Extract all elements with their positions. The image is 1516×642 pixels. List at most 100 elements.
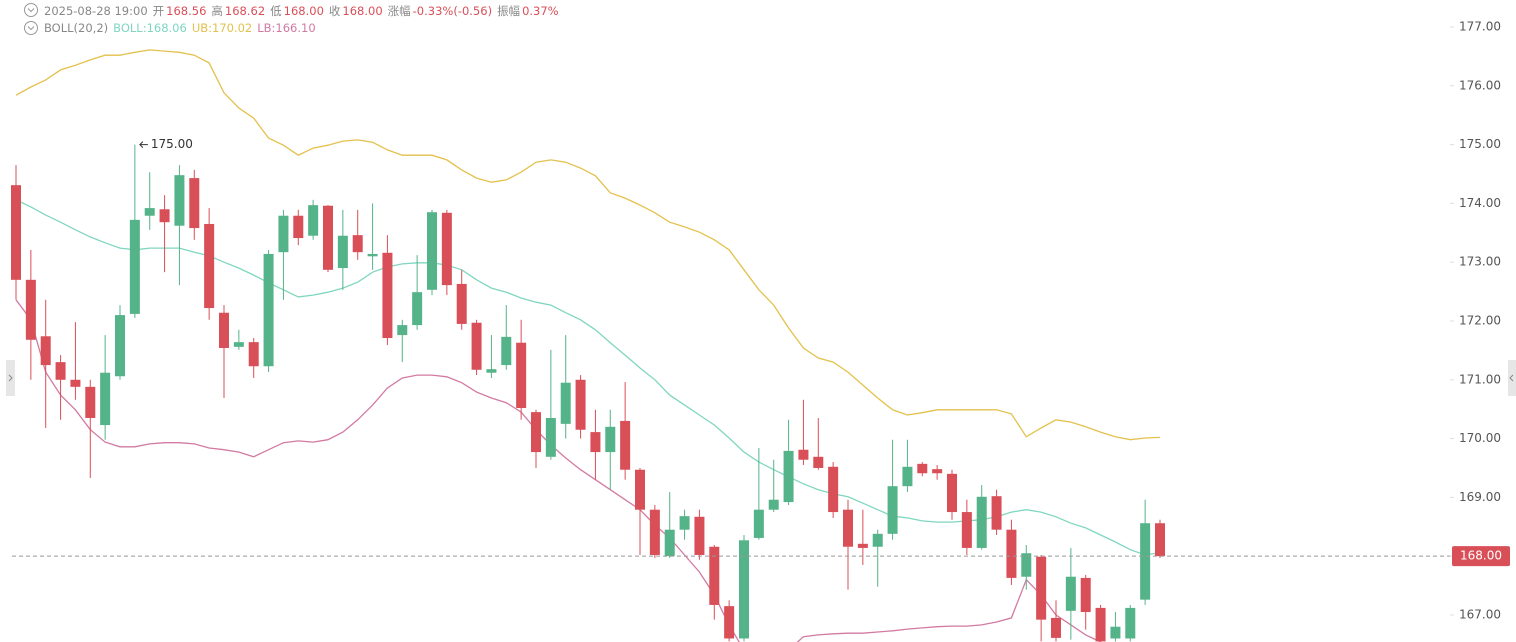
field-value: 168.00 bbox=[342, 4, 383, 18]
candle-body bbox=[783, 450, 794, 503]
candle-body bbox=[233, 342, 244, 347]
candle-body bbox=[1065, 576, 1076, 611]
field-label: 收 bbox=[328, 4, 341, 18]
band-legend: LB:166.10 bbox=[257, 21, 316, 35]
candle-body bbox=[1021, 553, 1032, 577]
candle-body bbox=[947, 473, 957, 513]
field-value: 0.37% bbox=[522, 4, 559, 18]
y-tick-label: 176.00 bbox=[1459, 78, 1501, 92]
bollinger-line bbox=[15, 49, 1161, 441]
annotation-arrow bbox=[139, 141, 148, 148]
candle-body bbox=[1036, 556, 1047, 620]
candle-body bbox=[427, 212, 437, 290]
candle-body bbox=[159, 209, 170, 223]
ohlc-header: 2025-08-28 19:00 开 168.56 高 168.62 低 168.00 收 16… bbox=[44, 3, 564, 19]
candle-body bbox=[768, 499, 779, 510]
candle-body bbox=[694, 516, 705, 555]
candle-body bbox=[635, 469, 645, 510]
candle-body bbox=[337, 235, 348, 269]
field-label: 开 bbox=[152, 4, 165, 18]
candle-body bbox=[248, 342, 259, 367]
candle-body bbox=[828, 466, 839, 513]
candle-body bbox=[70, 379, 81, 387]
candle-body bbox=[590, 432, 601, 453]
candle-body bbox=[605, 426, 616, 453]
field-value: 168.56 bbox=[166, 4, 207, 18]
bollinger-line bbox=[15, 199, 1161, 556]
right-scroll-tab[interactable] bbox=[1508, 360, 1516, 396]
candle-body bbox=[739, 540, 749, 639]
y-tick-label: 173.00 bbox=[1459, 255, 1501, 269]
collapse-icon[interactable] bbox=[24, 3, 38, 17]
y-tick-label: 177.00 bbox=[1459, 19, 1501, 33]
y-tick-label: 169.00 bbox=[1459, 490, 1501, 504]
candle-body bbox=[932, 469, 943, 474]
y-tick-label: 171.00 bbox=[1459, 372, 1501, 386]
candle-body bbox=[100, 372, 111, 426]
candle-body bbox=[278, 215, 289, 253]
candle-body bbox=[724, 606, 735, 639]
collapse-icon[interactable] bbox=[24, 21, 38, 35]
y-tick-label: 167.00 bbox=[1459, 607, 1501, 621]
indicator-name: BOLL(20,2) bbox=[44, 21, 109, 35]
candle-body bbox=[560, 382, 571, 424]
candle-body bbox=[367, 253, 378, 257]
candle-body bbox=[441, 212, 452, 286]
tab-arrow bbox=[1509, 374, 1514, 382]
candle-body bbox=[872, 533, 883, 547]
last-price-box bbox=[1452, 546, 1510, 567]
candle-body bbox=[620, 420, 631, 470]
candle-body bbox=[352, 235, 363, 253]
candle-body bbox=[679, 516, 690, 530]
y-tick-label: 174.00 bbox=[1459, 196, 1501, 210]
candle-body bbox=[174, 175, 185, 226]
candle-body bbox=[709, 546, 720, 605]
bollinger-line bbox=[15, 299, 1102, 642]
y-tick-label: 170.00 bbox=[1459, 431, 1501, 445]
collapse-chevron bbox=[27, 8, 35, 13]
candle-body bbox=[189, 178, 200, 229]
candle-body bbox=[382, 252, 393, 339]
candle-body bbox=[11, 185, 21, 280]
left-scroll-tab[interactable] bbox=[6, 360, 15, 396]
candle-body bbox=[323, 205, 333, 270]
field-value: -0.33%(-0.56) bbox=[412, 4, 493, 18]
field-label: 涨幅 bbox=[387, 4, 411, 18]
candle-body bbox=[857, 543, 868, 548]
field-label: 低 bbox=[270, 4, 282, 18]
candle-body bbox=[575, 379, 586, 430]
candle-body bbox=[204, 223, 215, 309]
candle-body bbox=[129, 219, 140, 314]
candle-body bbox=[843, 509, 853, 547]
candle-body bbox=[516, 342, 527, 408]
candle-body bbox=[486, 369, 497, 373]
candle-body bbox=[1080, 577, 1091, 613]
candle-body bbox=[649, 509, 660, 555]
field-value: 168.62 bbox=[224, 4, 266, 18]
candle-body bbox=[1095, 607, 1106, 642]
candle-body bbox=[976, 496, 987, 548]
candle-body bbox=[961, 512, 972, 548]
field-label: 高 bbox=[211, 4, 223, 18]
candle-body bbox=[456, 283, 467, 324]
candle-body bbox=[40, 336, 51, 366]
candle-body bbox=[412, 292, 423, 326]
candle-body bbox=[25, 279, 36, 340]
candle-body bbox=[1110, 626, 1121, 639]
y-tick-label: 172.00 bbox=[1459, 313, 1501, 327]
candle-body bbox=[397, 325, 408, 336]
last-price-label: 168.00 bbox=[1460, 549, 1502, 563]
candle-body bbox=[55, 362, 66, 380]
candle-body bbox=[1006, 529, 1017, 578]
field-label: 振幅 bbox=[497, 4, 521, 18]
candle-body bbox=[902, 466, 913, 487]
candle-body bbox=[887, 486, 898, 534]
candle-body bbox=[115, 315, 125, 377]
candle-body bbox=[308, 205, 319, 236]
indicator-header: BOLL(20,2) BOLL:168.06 UB:170.02 LB:166.10 bbox=[44, 21, 321, 35]
candle-body bbox=[501, 336, 512, 366]
candle-body bbox=[263, 253, 274, 367]
candle-body bbox=[293, 215, 304, 239]
tab-arrow bbox=[8, 374, 13, 382]
